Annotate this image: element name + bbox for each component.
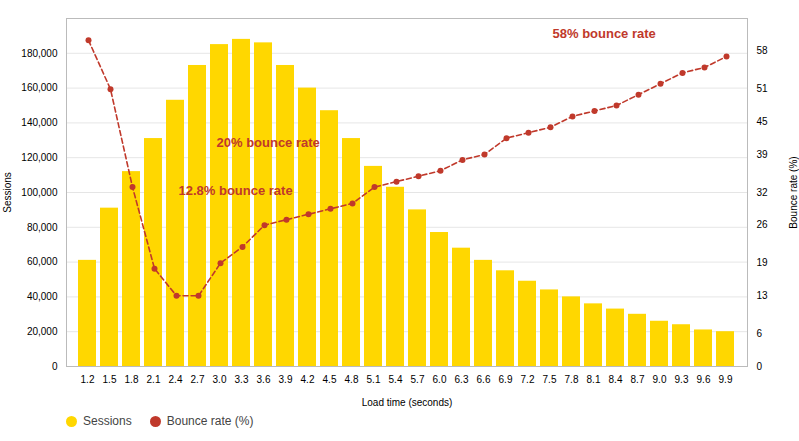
svg-text:2.7: 2.7 xyxy=(191,374,205,385)
svg-text:7.5: 7.5 xyxy=(543,374,557,385)
svg-text:32: 32 xyxy=(757,187,769,198)
svg-text:9.9: 9.9 xyxy=(719,374,733,385)
svg-text:20% bounce rate: 20% bounce rate xyxy=(217,135,320,150)
svg-text:4.8: 4.8 xyxy=(345,374,359,385)
svg-text:1.8: 1.8 xyxy=(125,374,139,385)
svg-text:0: 0 xyxy=(757,361,763,372)
svg-text:39: 39 xyxy=(757,149,769,160)
svg-text:120,000: 120,000 xyxy=(21,152,58,163)
svg-text:20,000: 20,000 xyxy=(27,326,58,337)
svg-text:9.3: 9.3 xyxy=(675,374,689,385)
svg-text:8.4: 8.4 xyxy=(609,374,623,385)
svg-text:4.5: 4.5 xyxy=(323,374,337,385)
svg-text:5.7: 5.7 xyxy=(411,374,425,385)
svg-text:6.0: 6.0 xyxy=(433,374,447,385)
svg-text:2.4: 2.4 xyxy=(169,374,183,385)
svg-text:51: 51 xyxy=(757,83,769,94)
svg-text:19: 19 xyxy=(757,257,769,268)
svg-text:7.2: 7.2 xyxy=(521,374,535,385)
svg-text:6.3: 6.3 xyxy=(455,374,469,385)
html-text:Bounce rate (%): Bounce rate (%) xyxy=(166,414,254,428)
svg-text:1.2: 1.2 xyxy=(81,374,95,385)
svg-text:Bounce rate (%): Bounce rate (%) xyxy=(788,156,799,228)
svg-text:2.1: 2.1 xyxy=(147,374,161,385)
svg-text:58% bounce rate: 58% bounce rate xyxy=(553,26,656,41)
svg-text:0: 0 xyxy=(52,361,58,372)
svg-text:40,000: 40,000 xyxy=(27,291,58,302)
svg-text:140,000: 140,000 xyxy=(21,117,58,128)
svg-text:3.9: 3.9 xyxy=(279,374,293,385)
svg-text:8.7: 8.7 xyxy=(631,374,645,385)
svg-text:58: 58 xyxy=(757,45,769,56)
svg-text:5.4: 5.4 xyxy=(389,374,403,385)
svg-text:60,000: 60,000 xyxy=(27,256,58,267)
svg-text:160,000: 160,000 xyxy=(21,82,58,93)
svg-text:26: 26 xyxy=(757,219,769,230)
html-text:Sessions: Sessions xyxy=(83,414,132,428)
svg-text:7.8: 7.8 xyxy=(565,374,579,385)
svg-text:12.8% bounce rate: 12.8% bounce rate xyxy=(179,183,293,198)
svg-text:Load time (seconds): Load time (seconds) xyxy=(362,397,453,408)
svg-text:13: 13 xyxy=(757,290,769,301)
svg-text:45: 45 xyxy=(757,116,769,127)
svg-text:180,000: 180,000 xyxy=(21,48,58,59)
svg-text:5.1: 5.1 xyxy=(367,374,381,385)
svg-text:4.2: 4.2 xyxy=(301,374,315,385)
svg-text:3.3: 3.3 xyxy=(235,374,249,385)
svg-text:3.6: 3.6 xyxy=(257,374,271,385)
svg-text:8.1: 8.1 xyxy=(587,374,601,385)
svg-text:3.0: 3.0 xyxy=(213,374,227,385)
svg-text:9.6: 9.6 xyxy=(697,374,711,385)
svg-text:1.5: 1.5 xyxy=(103,374,117,385)
svg-text:9.0: 9.0 xyxy=(653,374,667,385)
svg-text:80,000: 80,000 xyxy=(27,222,58,233)
svg-text:6: 6 xyxy=(757,328,763,339)
svg-text:Sessions: Sessions xyxy=(2,172,13,213)
svg-text:100,000: 100,000 xyxy=(21,187,58,198)
svg-text:6.9: 6.9 xyxy=(499,374,513,385)
svg-text:6.6: 6.6 xyxy=(477,374,491,385)
